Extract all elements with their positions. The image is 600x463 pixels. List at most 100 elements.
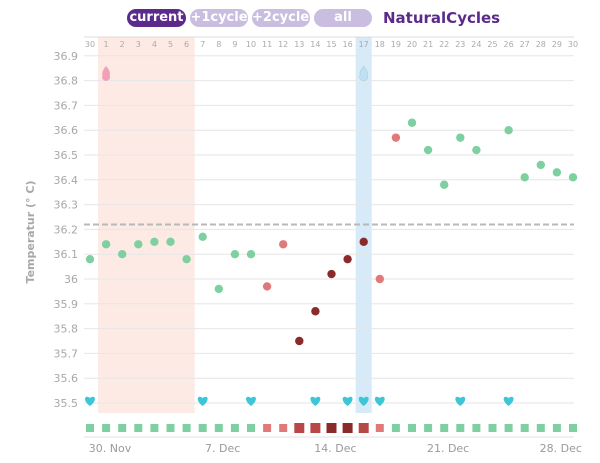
temperature-point[interactable] bbox=[536, 160, 545, 170]
temperature-point[interactable] bbox=[423, 145, 433, 155]
day-status-square[interactable] bbox=[472, 424, 481, 432]
temperature-point[interactable] bbox=[504, 126, 513, 135]
tab-plus-2-cycles[interactable]: +2cycles bbox=[252, 9, 317, 27]
temperature-point[interactable] bbox=[85, 254, 95, 264]
cycle-day-label: 1 bbox=[104, 40, 109, 49]
date-label: 7. Dec bbox=[205, 442, 240, 455]
temperature-point[interactable] bbox=[134, 240, 143, 249]
heart-icon bbox=[310, 396, 321, 406]
day-status-square[interactable] bbox=[504, 424, 513, 432]
temperature-point[interactable] bbox=[118, 250, 127, 259]
y-tick-label: 36.9 bbox=[54, 50, 79, 63]
day-status-square[interactable] bbox=[536, 424, 545, 432]
day-status-square[interactable] bbox=[358, 423, 369, 433]
temperature-point[interactable] bbox=[230, 250, 240, 259]
temperature-point[interactable] bbox=[101, 240, 111, 249]
day-status-square[interactable] bbox=[150, 424, 159, 432]
temperature-point[interactable] bbox=[327, 269, 336, 279]
day-status-square[interactable] bbox=[552, 424, 561, 432]
temperature-point[interactable] bbox=[343, 254, 352, 264]
cycle-day-label: 8 bbox=[216, 40, 221, 49]
day-status-square[interactable] bbox=[118, 424, 127, 432]
tab-current[interactable]: current bbox=[127, 9, 186, 27]
temperature-point[interactable] bbox=[150, 237, 159, 246]
heart-icon bbox=[374, 396, 385, 406]
tab-plus-1-cycle[interactable]: +1cycle bbox=[190, 9, 248, 27]
heart-icon bbox=[197, 396, 208, 406]
y-tick-label: 36.7 bbox=[54, 99, 79, 112]
temperature-point[interactable] bbox=[472, 145, 481, 155]
temperature-point[interactable] bbox=[166, 237, 175, 246]
day-status-square[interactable] bbox=[182, 424, 191, 432]
temperature-point[interactable] bbox=[552, 168, 562, 177]
cycle-day-label: 21 bbox=[423, 40, 433, 49]
cycle-day-label: 28 bbox=[536, 40, 546, 49]
temperature-point[interactable] bbox=[359, 237, 368, 246]
day-status-square[interactable] bbox=[198, 424, 207, 432]
temperature-point[interactable] bbox=[246, 250, 256, 259]
heart-icon bbox=[85, 396, 95, 406]
y-tick-label: 35.5 bbox=[54, 397, 79, 410]
cycle-day-label: 30 bbox=[85, 40, 95, 49]
heart-icon bbox=[246, 396, 256, 406]
day-status-square[interactable] bbox=[391, 424, 400, 432]
day-status-square[interactable] bbox=[424, 424, 433, 432]
cycle-day-label: 6 bbox=[184, 40, 189, 49]
cycle-day-label: 2 bbox=[120, 40, 125, 49]
cycle-day-label: 11 bbox=[262, 40, 272, 49]
temperature-point[interactable] bbox=[214, 284, 223, 294]
heart-icon bbox=[455, 396, 466, 406]
day-status-square[interactable] bbox=[456, 424, 465, 432]
temperature-point[interactable] bbox=[440, 180, 449, 189]
day-status-square[interactable] bbox=[326, 423, 337, 433]
cycle-day-label: 9 bbox=[232, 40, 237, 49]
cycle-day-label: 16 bbox=[343, 40, 353, 49]
temperature-point[interactable] bbox=[456, 133, 465, 142]
day-status-square[interactable] bbox=[408, 424, 416, 432]
day-status-square[interactable] bbox=[488, 424, 497, 432]
cycle-day-label: 22 bbox=[439, 40, 449, 49]
day-status-square[interactable] bbox=[230, 424, 239, 432]
day-status-square[interactable] bbox=[166, 424, 175, 432]
day-status-square[interactable] bbox=[310, 423, 321, 433]
y-tick-label: 36.6 bbox=[54, 124, 79, 137]
temperature-point[interactable] bbox=[407, 118, 417, 127]
day-status-square[interactable] bbox=[279, 424, 288, 432]
temperature-point[interactable] bbox=[262, 282, 272, 291]
day-status-square[interactable] bbox=[342, 423, 353, 433]
day-status-square[interactable] bbox=[247, 424, 255, 432]
day-status-square[interactable] bbox=[102, 424, 111, 432]
temperature-point[interactable] bbox=[279, 240, 288, 249]
y-tick-label: 36.3 bbox=[54, 199, 79, 212]
y-tick-label: 35.6 bbox=[54, 372, 79, 385]
day-status-square[interactable] bbox=[375, 424, 384, 432]
cycle-day-label: 13 bbox=[294, 40, 304, 49]
temperature-point[interactable] bbox=[568, 173, 578, 182]
temperature-point[interactable] bbox=[520, 173, 529, 182]
cycle-day-label: 12 bbox=[278, 40, 288, 49]
day-status-square[interactable] bbox=[86, 424, 94, 432]
day-status-square[interactable] bbox=[214, 424, 223, 432]
temperature-point[interactable] bbox=[295, 336, 304, 346]
heart-icon bbox=[342, 396, 353, 406]
cycle-day-label: 4 bbox=[152, 40, 157, 49]
day-status-square[interactable] bbox=[440, 424, 449, 432]
drop-icon bbox=[102, 66, 111, 81]
temperature-point[interactable] bbox=[198, 232, 207, 242]
date-label: 21. Dec bbox=[427, 442, 469, 455]
day-status-square[interactable] bbox=[294, 423, 305, 433]
day-status-square[interactable] bbox=[520, 424, 529, 432]
temperature-point[interactable] bbox=[391, 133, 401, 142]
y-tick-label: 35.8 bbox=[54, 323, 79, 336]
cycle-day-label: 27 bbox=[520, 40, 530, 49]
temperature-point[interactable] bbox=[311, 307, 320, 316]
temperature-point[interactable] bbox=[182, 254, 191, 264]
day-status-square[interactable] bbox=[263, 424, 272, 432]
cycle-day-label: 17 bbox=[359, 40, 369, 49]
date-label: 30. Nov bbox=[89, 442, 132, 455]
day-status-square[interactable] bbox=[569, 424, 577, 432]
drop-icon bbox=[359, 65, 368, 82]
day-status-square[interactable] bbox=[134, 424, 143, 432]
tab-all[interactable]: all bbox=[314, 9, 372, 27]
temperature-point[interactable] bbox=[375, 274, 384, 284]
